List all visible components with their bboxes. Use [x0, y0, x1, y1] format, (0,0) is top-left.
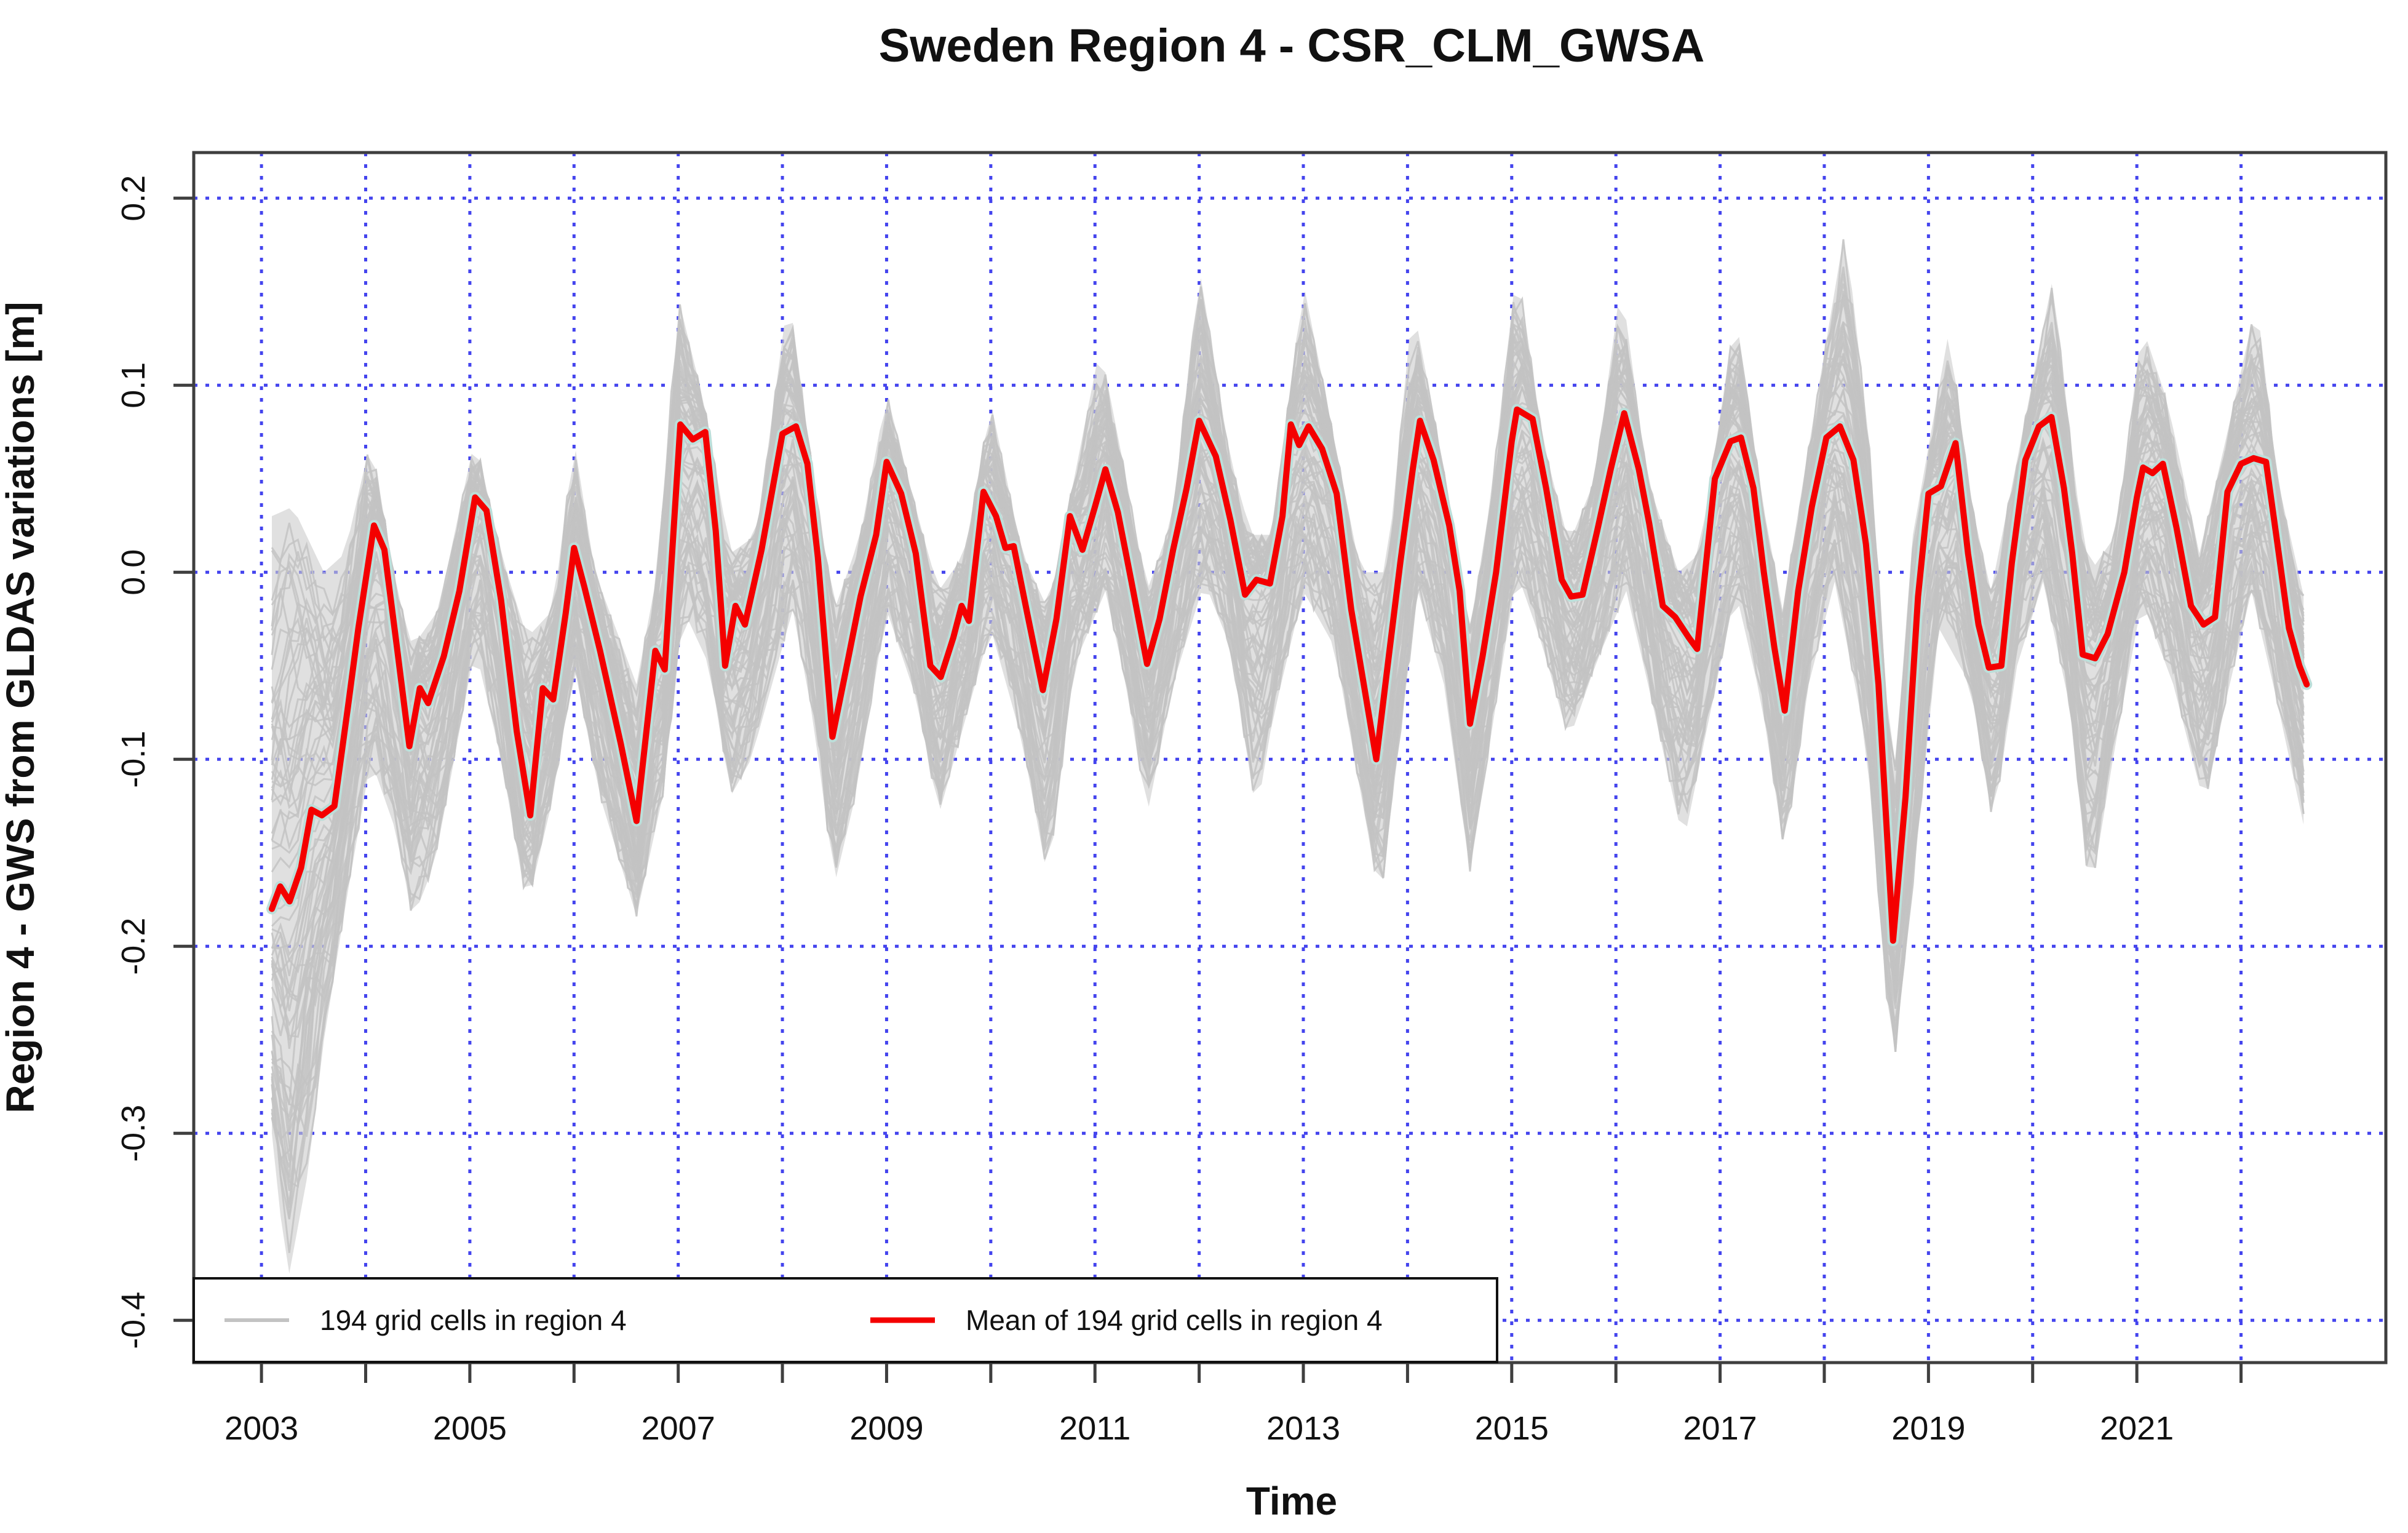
grid-cell-line — [271, 493, 2305, 1118]
legend-mean-label: Mean of 194 grid cells in region 4 — [966, 1304, 1383, 1336]
x-tick-label: 2015 — [1475, 1410, 1549, 1447]
chart-title: Sweden Region 4 - CSR_CLM_GWSA — [879, 20, 1705, 72]
mean-line — [269, 406, 2310, 944]
x-tick-label: 2019 — [1891, 1410, 1965, 1447]
grid-cell-line — [271, 509, 2305, 1161]
x-axis-label: Time — [1246, 1479, 1337, 1523]
legend-box — [193, 1277, 1498, 1363]
x-tick-label: 2009 — [849, 1410, 923, 1447]
y-tick-label: 0.1 — [115, 362, 152, 408]
y-tick-label: -0.4 — [115, 1292, 152, 1349]
grid-cell-line — [271, 517, 2305, 1161]
y-axis-label: Region 4 - GWS from GLDAS variations [m] — [0, 301, 42, 1113]
grid-cell-line — [271, 488, 2305, 1189]
x-tick-label: 2011 — [1059, 1410, 1130, 1447]
y-tick-label: 0.0 — [115, 549, 152, 595]
y-tick-label: -0.2 — [115, 918, 152, 975]
x-tick-label: 2003 — [225, 1410, 298, 1447]
y-tick-label: -0.3 — [115, 1105, 152, 1162]
x-tick-label: 2007 — [642, 1410, 715, 1447]
x-tick-label: 2005 — [433, 1410, 507, 1447]
legend-cells-label: 194 grid cells in region 4 — [320, 1304, 627, 1336]
series-layer — [266, 238, 2313, 1274]
x-tick-label: 2021 — [2100, 1410, 2174, 1447]
x-tick-label: 2013 — [1266, 1410, 1340, 1447]
grid-cell-line — [271, 487, 2305, 1105]
legend: 194 grid cells in region 4 Mean of 194 g… — [193, 1277, 1498, 1363]
y-tick-label: -0.1 — [115, 731, 152, 788]
x-tick-label: 2017 — [1683, 1410, 1757, 1447]
plot-area: 2003 2005 2007 2009 2011 2013 2015 2017 2019 2021… — [115, 151, 2388, 1447]
y-tick-label: 0.2 — [115, 175, 152, 221]
grid-cell-line — [271, 501, 2305, 1192]
